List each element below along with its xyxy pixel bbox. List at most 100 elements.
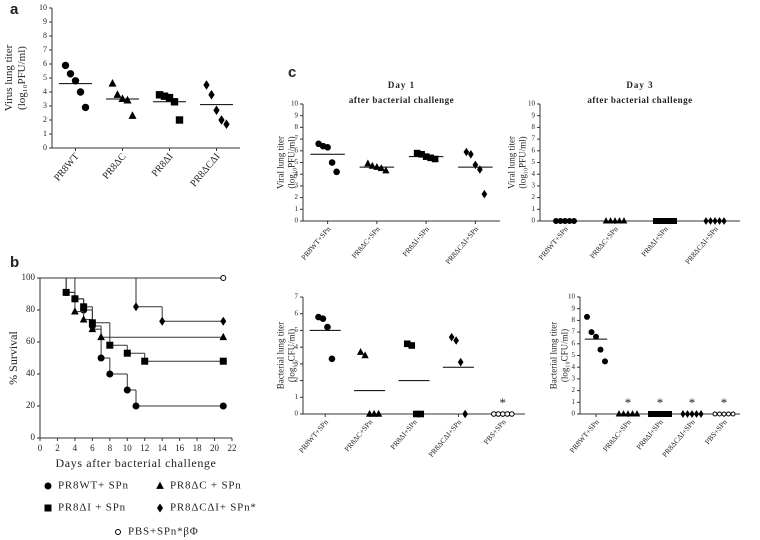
marker xyxy=(97,354,105,362)
legend-label: PR8ΔC + SPn xyxy=(170,480,242,492)
marker xyxy=(71,307,79,315)
chart-title: Day 1 xyxy=(388,80,415,90)
marker xyxy=(76,88,85,96)
y-axis-label: % Survival xyxy=(6,331,20,385)
y-tick-label: 100 xyxy=(22,272,36,282)
marker xyxy=(671,218,677,224)
marker xyxy=(175,116,184,124)
marker xyxy=(123,95,132,104)
x-tick-label: 0 xyxy=(38,443,43,453)
y-tick-label: 0 xyxy=(31,432,36,442)
x-axis-label: Days after bacterial challenge xyxy=(56,456,217,470)
marker xyxy=(462,409,468,419)
x-tick-label: PR8ΔI+SPn xyxy=(401,224,432,258)
marker xyxy=(593,333,599,340)
x-tick-label: PR8WT+SPn xyxy=(537,224,570,261)
marker xyxy=(377,164,386,172)
marker xyxy=(88,324,97,333)
x-tick-label: PBS+SPn xyxy=(482,417,508,446)
marker xyxy=(370,409,378,417)
x-tick-label: 6 xyxy=(90,443,95,453)
legend-marker xyxy=(156,481,164,489)
marker xyxy=(219,402,227,410)
y-tick-label: 8 xyxy=(572,316,576,324)
marker xyxy=(504,411,511,417)
y-tick-label: 7 xyxy=(295,135,299,143)
marker xyxy=(66,70,75,78)
y-tick-label: 6 xyxy=(532,146,536,154)
marker xyxy=(361,351,369,359)
marker xyxy=(472,160,479,170)
y-tick-label: 0 xyxy=(295,410,299,418)
y-tick-label: 5 xyxy=(295,326,299,334)
x-tick-label: 18 xyxy=(193,443,203,453)
marker xyxy=(611,217,619,224)
marker xyxy=(319,315,327,323)
marker xyxy=(220,275,227,281)
marker xyxy=(629,410,636,417)
marker xyxy=(123,349,131,357)
marker xyxy=(62,288,70,296)
x-tick-label: PR8ΔCΔI+SPn xyxy=(427,417,464,459)
y-tick-label: 7 xyxy=(295,293,299,301)
y-tick-label: 1 xyxy=(572,398,576,406)
x-tick-label: PR8WT xyxy=(52,151,81,183)
marker xyxy=(666,411,672,417)
marker xyxy=(79,315,88,323)
marker xyxy=(203,80,210,90)
y-tick-label: 8 xyxy=(43,31,47,40)
y-axis-label: Virus lung titer xyxy=(3,44,15,111)
marker xyxy=(219,357,227,365)
marker xyxy=(213,105,220,115)
y-axis-label: (log₁₀CFU/ml) xyxy=(559,329,569,382)
y-tick-label: 1 xyxy=(295,205,299,213)
y-axis-label: (log₁₀CFU/ml) xyxy=(286,329,296,382)
legend-label: PR8ΔCΔI+ SPn* xyxy=(170,502,257,514)
marker xyxy=(584,313,590,320)
y-tick-label: 1 xyxy=(532,205,536,213)
y-tick-label: 3 xyxy=(43,101,47,110)
marker xyxy=(356,348,365,355)
x-tick-label: PR8WT+SPn xyxy=(299,224,332,261)
x-tick-label: PBS+SPn xyxy=(703,417,729,446)
marker xyxy=(680,410,686,418)
y-tick-label: 3 xyxy=(295,182,299,190)
x-tick-label: PR8ΔCΔI+SPn xyxy=(443,224,480,266)
y-tick-label: 2 xyxy=(295,376,299,384)
y-tick-label: 1 xyxy=(295,393,299,401)
legend-marker xyxy=(115,529,121,535)
y-tick-label: 5 xyxy=(43,73,47,82)
marker xyxy=(80,303,88,311)
marker xyxy=(365,409,374,417)
y-tick-label: 4 xyxy=(572,363,576,371)
x-tick-label: 4 xyxy=(73,443,78,453)
x-tick-label: 8 xyxy=(108,443,113,453)
marker xyxy=(165,93,174,102)
x-tick-label: PR8ΔCΔI+SPn xyxy=(660,417,697,459)
marker xyxy=(71,77,80,85)
panel-label: b xyxy=(10,254,19,271)
y-tick-label: 5 xyxy=(295,158,299,166)
legend-label: PR8ΔI + SPn xyxy=(58,502,126,514)
marker xyxy=(223,119,230,129)
marker xyxy=(602,358,608,365)
marker xyxy=(588,329,595,336)
y-tick-label: 2 xyxy=(295,193,299,201)
marker xyxy=(374,409,383,417)
y-tick-label: 20 xyxy=(26,400,36,410)
marker xyxy=(324,143,331,151)
x-tick-label: PR8ΔC xyxy=(101,151,129,182)
y-tick-label: 7 xyxy=(43,45,47,54)
y-tick-label: 7 xyxy=(532,135,536,143)
marker xyxy=(71,295,79,303)
marker xyxy=(382,166,390,174)
panel-label: c xyxy=(288,64,296,81)
marker xyxy=(141,357,149,365)
y-tick-label: 0 xyxy=(43,143,47,152)
y-tick-label: 2 xyxy=(572,386,576,394)
y-tick-label: 60 xyxy=(26,336,36,346)
marker xyxy=(328,355,336,363)
y-axis-label: (log₁₀PFU/ml) xyxy=(16,46,28,110)
marker xyxy=(159,316,166,326)
x-tick-label: PR8ΔCΔI xyxy=(188,151,222,189)
